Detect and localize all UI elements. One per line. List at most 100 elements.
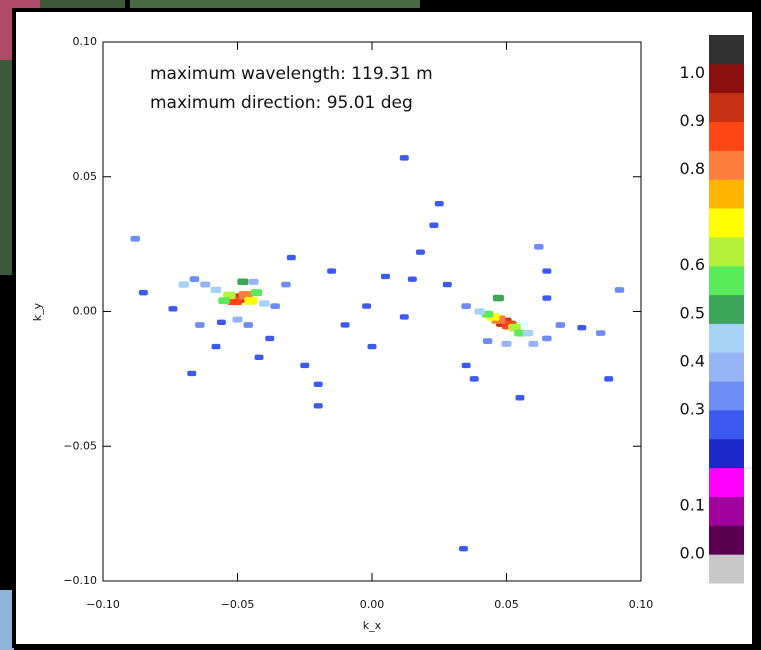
spectrum-cell [138,289,148,296]
spectrum-cell [515,395,525,401]
colorbar-segment [709,63,744,94]
spectrum-cell [614,287,625,293]
spectrum-cell [244,296,258,305]
panel [12,8,756,648]
spectrum-cell [514,329,526,337]
spectrum-cell [555,322,566,328]
spectrum-cell [300,362,310,369]
spectrum-cell [577,324,587,331]
spectrum-cell [534,243,544,250]
spectrum-cell [442,281,452,288]
x-axis-label: k_x [363,619,382,632]
spectrum-cell [501,340,512,347]
spectrum-cell [492,294,504,302]
spectrum-cell [380,273,390,280]
y-tick-label: 0.05 [73,170,98,183]
colorbar-segment [709,438,744,469]
spectrum-cell [259,300,270,307]
colorbar-segment [709,496,744,526]
x-tick-label: −0.10 [86,598,120,611]
spectrum-cell [522,329,534,337]
colorbar-segment [709,150,744,180]
colorbar-segment [709,236,744,267]
spectrum-cell [313,403,323,409]
spectrum-cell [429,222,439,228]
colorbar-segment [709,409,744,440]
spectrum-cell [458,545,468,552]
spectrum-cell [407,276,417,282]
background-image [0,590,14,650]
colorbar-tick-label: 0.6 [680,255,705,274]
spectrum-cell [469,376,479,382]
spectrum-cell [211,343,221,350]
x-tick-label: −0.05 [221,598,255,611]
spectrum-cell [243,322,254,328]
spectrum-cell [399,314,409,320]
colorbar-tick-label: 0.9 [680,111,705,130]
spectrum-cell [187,370,197,377]
colorbar-tick-label: 0.0 [680,544,705,563]
colorbar-segment [709,294,744,324]
colorbar-segment [709,467,744,497]
x-tick-label: 0.05 [494,598,519,611]
y-tick-label: −0.10 [63,574,97,587]
spectrum-cell [250,289,263,297]
spectrum-cell [130,235,141,242]
colorbar-segment [709,554,744,584]
colorbar-segment [709,92,744,123]
colorbar-segment [709,352,744,382]
colorbar-segment [709,381,744,411]
colorbar-tick-label: 0.1 [680,496,705,515]
y-tick-label: 0.10 [73,35,98,48]
spectrum-cell [542,295,552,301]
spectrum-cell [542,335,552,342]
spectrum-cell [237,278,249,286]
colorbar-segment [709,265,744,296]
spectrum-cell [254,354,264,361]
y-axis-label: k_y [31,302,44,321]
spectrum-cell [604,376,614,382]
spectrum-cell [362,303,372,309]
colorbar-tick-label: 0.8 [680,159,705,178]
spectrum-cell [327,268,337,274]
spectrum-cell [461,303,471,309]
spectrum-cell [281,281,291,288]
colorbar-segment [709,35,744,65]
spectrum-cell [210,286,222,294]
spectrum-cell [595,330,606,336]
spectrum-cell [415,249,425,255]
spectrum-cell [270,303,280,309]
spectrum-cell [313,381,323,387]
y-tick-label: −0.05 [63,439,97,452]
spectrum-cell [528,340,539,347]
spectrum-cell [189,276,200,283]
spectrum-cell [248,278,259,285]
spectrum-cell [216,319,226,325]
x-tick-label: 0.10 [629,598,654,611]
colorbar-segment [709,121,744,151]
spectrum-cell [508,323,521,332]
colorbar-segment [709,525,744,555]
spectrum-cell [399,155,409,161]
colorbar-tick-label: 0.3 [680,399,705,418]
spectrum-cell [195,322,205,328]
spectrum-cell [474,308,485,315]
annotation: maximum wavelength: 119.31 m [150,64,433,84]
spectrum-cell [265,335,275,342]
spectrum-cell [367,343,377,350]
spectrum-cell [461,362,471,369]
spectrum-cell [178,281,189,288]
spectrum-cell [542,268,552,274]
colorbar-tick-label: 1.0 [680,63,705,82]
spectrum-cell [286,254,296,261]
y-tick-label: 0.00 [73,305,98,318]
spectrum-cell [168,306,178,312]
x-tick-label: 0.00 [360,598,385,611]
colorbar-tick-label: 0.4 [680,351,705,370]
spectrum-cell [223,291,236,300]
spectrum-cell [434,201,444,207]
spectrum-cell [340,322,350,328]
spectrum-cell [200,281,211,288]
